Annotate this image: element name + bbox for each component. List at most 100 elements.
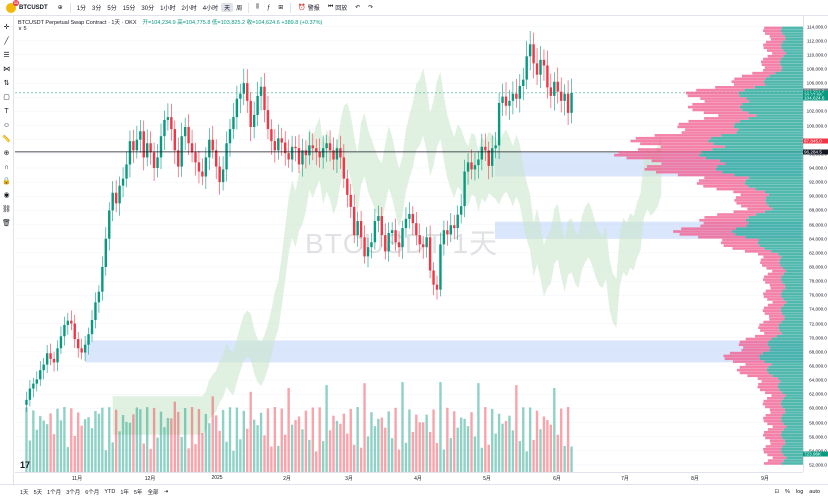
candle-body bbox=[266, 110, 270, 130]
candle-body bbox=[570, 92, 573, 113]
volume-profile-up bbox=[781, 26, 803, 30]
volume-profile-down bbox=[761, 380, 781, 383]
tf-1w[interactable]: 周 bbox=[236, 6, 243, 12]
okx-logo: 11 bbox=[6, 0, 19, 13]
range-all[interactable]: 全部 bbox=[147, 489, 159, 496]
volume-profile-up bbox=[721, 134, 803, 137]
bottom-bar: 1天 5天 1个月 3个月 6个月 YTD 1年 5年 全部 ⇥ ⊡ % log… bbox=[0, 484, 828, 498]
tf-5m[interactable]: 5分 bbox=[107, 6, 117, 12]
volume-profile-down bbox=[677, 125, 734, 129]
candle-body bbox=[528, 44, 532, 57]
bar-style-icon[interactable]: ⫼ bbox=[256, 4, 259, 10]
replay-button[interactable]: ⏮ 回放 bbox=[324, 3, 351, 12]
volume-bar bbox=[183, 407, 187, 472]
volume-profile-down bbox=[614, 153, 700, 157]
brush-icon[interactable]: ▢ bbox=[3, 94, 10, 101]
price-tick: 52,000.0 bbox=[809, 462, 827, 468]
lock-icon[interactable]: 🔒 bbox=[2, 178, 11, 185]
volume-profile-down bbox=[723, 244, 760, 247]
indicators-icon[interactable]: ƒ bbox=[266, 4, 271, 11]
volume-profile-up bbox=[780, 309, 803, 313]
forecast-icon[interactable]: ⇅ bbox=[3, 80, 10, 87]
tf-4h[interactable]: 4小时 bbox=[202, 6, 219, 12]
time-scale[interactable]: 11月 12月 2025 2月 3月 4月 5月 6月 7月 8月 9月 bbox=[15, 472, 803, 484]
range-3m[interactable]: 3个月 bbox=[66, 489, 81, 496]
tf-15m[interactable]: 15分 bbox=[122, 6, 136, 12]
trendline-icon[interactable]: ╱ bbox=[4, 38, 9, 45]
volume-bar bbox=[190, 407, 194, 472]
range-1d[interactable]: 1天 bbox=[20, 489, 29, 496]
pattern-icon[interactable]: ⋈ bbox=[3, 66, 10, 73]
price-tick: 76,000.0 bbox=[809, 292, 827, 298]
range-1y[interactable]: 1年 bbox=[120, 489, 129, 496]
candle-body bbox=[308, 145, 311, 156]
log-toggle[interactable]: log bbox=[795, 488, 804, 495]
magnet-icon[interactable]: ∩ bbox=[3, 163, 10, 171]
volume-profile-up bbox=[768, 204, 803, 208]
chart-canvas[interactable] bbox=[15, 16, 803, 472]
volume-bar bbox=[28, 440, 32, 472]
zoom-icon[interactable]: ⊕ bbox=[3, 150, 10, 157]
volume-bar bbox=[56, 408, 59, 472]
fib-icon[interactable]: ☰ bbox=[3, 52, 10, 59]
tf-30m[interactable]: 30分 bbox=[141, 6, 155, 12]
volume-profile-down bbox=[635, 136, 712, 140]
volume-profile-down bbox=[688, 119, 741, 123]
undo-icon[interactable]: ↶ bbox=[355, 5, 361, 11]
crosshair-icon[interactable]: ✛ bbox=[3, 24, 10, 31]
volume-profile-down bbox=[735, 196, 767, 199]
auto-toggle[interactable]: auto bbox=[809, 488, 820, 495]
symbol-name[interactable]: BTCUSDT bbox=[19, 4, 48, 11]
ruler-icon[interactable]: 📏 bbox=[2, 136, 11, 143]
tf-1m[interactable]: 1分 bbox=[76, 6, 87, 12]
range-5d[interactable]: 5天 bbox=[33, 489, 43, 496]
volume-profile-up bbox=[778, 382, 803, 386]
volume-profile-up bbox=[744, 88, 803, 92]
timezone-icon[interactable]: ⊡ bbox=[774, 488, 780, 495]
candle-body bbox=[277, 138, 280, 151]
volume-profile-up bbox=[765, 199, 803, 202]
volume-bar bbox=[532, 439, 535, 472]
candle-body bbox=[121, 178, 125, 186]
alert-button[interactable]: ⏰ 警报 bbox=[294, 3, 324, 12]
chart-pane[interactable] bbox=[15, 16, 803, 472]
range-ytd[interactable]: YTD bbox=[104, 488, 116, 495]
volume-profile-down bbox=[772, 300, 787, 304]
redo-icon[interactable]: ↷ bbox=[368, 5, 374, 11]
volume-profile-down bbox=[734, 199, 766, 202]
price-tick: 60,000.0 bbox=[809, 405, 827, 411]
tf-2h[interactable]: 2小时 bbox=[181, 6, 197, 12]
text-icon[interactable]: T bbox=[4, 107, 9, 115]
volume-profile-down bbox=[762, 402, 781, 406]
volume-profile-down bbox=[679, 233, 736, 236]
templates-icon[interactable]: ⊞ bbox=[278, 5, 284, 11]
range-1m[interactable]: 1个月 bbox=[47, 489, 62, 496]
volume-bar bbox=[290, 424, 294, 472]
symbol-search[interactable]: 11 BTCUSDT bbox=[0, 0, 54, 13]
trash-icon[interactable]: 🗑 bbox=[2, 220, 11, 227]
eye-icon[interactable]: ◉ bbox=[3, 192, 10, 199]
volume-profile-up bbox=[722, 170, 803, 174]
add-compare-icon[interactable]: ⊕ bbox=[57, 5, 63, 11]
volume-profile-up bbox=[779, 388, 803, 392]
volume-profile-up bbox=[781, 43, 803, 47]
range-6m[interactable]: 6个月 bbox=[85, 489, 100, 496]
volume-profile-down bbox=[767, 397, 784, 400]
volume-bar bbox=[377, 418, 380, 472]
symbol-watermark: BTCUSDT 1天 bbox=[305, 228, 499, 259]
volume-profile-down bbox=[747, 207, 773, 211]
candle-body bbox=[380, 216, 383, 236]
price-tick: 66,000.0 bbox=[809, 363, 827, 369]
volume-profile-down bbox=[769, 439, 785, 443]
tf-1d[interactable]: 天 bbox=[221, 3, 234, 12]
tf-3m[interactable]: 3分 bbox=[92, 6, 102, 12]
percent-toggle[interactable]: % bbox=[785, 488, 790, 495]
legend-indicator[interactable]: ∨ 5 bbox=[18, 26, 27, 32]
tf-1h[interactable]: 1小时 bbox=[160, 6, 176, 12]
price-tick: 110,000.0 bbox=[806, 52, 827, 58]
goto-date-icon[interactable]: ⇥ bbox=[163, 488, 169, 495]
link-icon[interactable]: ⛓ bbox=[2, 206, 11, 213]
range-5y[interactable]: 5年 bbox=[133, 489, 143, 496]
price-scale[interactable]: 114,000.0 112,000.0 110,000.0 108,000.0 106,… bbox=[803, 16, 828, 472]
emoji-icon[interactable]: ☺ bbox=[2, 121, 11, 129]
